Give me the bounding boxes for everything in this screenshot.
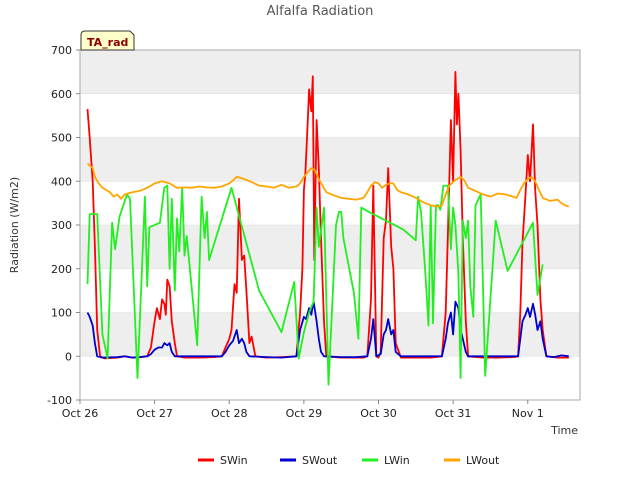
x-tick-label: Oct 27 [136, 407, 173, 420]
y-tick-label: 300 [51, 219, 72, 232]
y-tick-label: 500 [51, 132, 72, 145]
x-tick-label: Nov 1 [512, 407, 544, 420]
legend-label-lwin: LWin [384, 454, 410, 467]
x-axis-ticks: Oct 26 Oct 27 Oct 28 Oct 29 Oct 30 Oct 31 Nov … [62, 400, 544, 420]
badge-box [80, 30, 135, 51]
legend-label-swout: SWout [302, 454, 338, 467]
series-line-lwout [86, 163, 570, 208]
x-tick-label: Oct 26 [62, 407, 99, 420]
series-lines [86, 71, 570, 386]
legend-label-lwout: LWout [466, 454, 500, 467]
background-band [80, 137, 580, 182]
background-band [80, 50, 580, 94]
y-tick-label: 200 [51, 263, 72, 276]
y-tick-label: 100 [51, 307, 72, 320]
y-tick-label: 600 [51, 88, 72, 101]
y-tick-label: 0 [65, 350, 72, 363]
y-tick-label: -100 [47, 394, 72, 407]
series-line-lwin [86, 184, 544, 386]
y-axis-ticks: -100 0 100 200 300 400 500 600 700 [47, 44, 80, 407]
legend-label-swin: SWin [220, 454, 248, 467]
chart-title: Alfalfa Radiation [267, 4, 374, 19]
x-tick-label: Oct 28 [211, 407, 248, 420]
badge-label: TA_rad [87, 36, 128, 49]
x-tick-label: Oct 30 [360, 407, 397, 420]
y-tick-label: 400 [51, 175, 72, 188]
x-tick-label: Oct 29 [286, 407, 323, 420]
y-tick-label: 700 [51, 44, 72, 57]
series-line-swout [86, 300, 569, 359]
badge: TA_rad [80, 30, 135, 51]
legend: SWin SWout LWin LWout [198, 454, 500, 467]
y-axis-label: Radiation (W/m2) [8, 177, 21, 273]
background-band [80, 225, 580, 269]
x-axis-label: Time [550, 424, 578, 437]
x-tick-label: Oct 31 [435, 407, 472, 420]
series-line-swin [86, 71, 569, 360]
background-bands [80, 50, 580, 357]
